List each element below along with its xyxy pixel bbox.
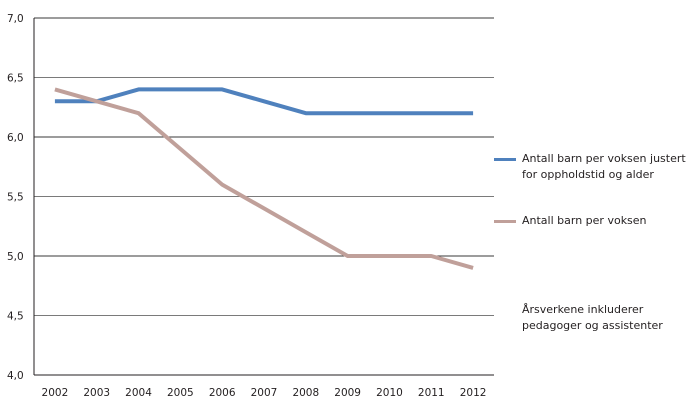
x-tick-label: 2002 [42, 387, 69, 399]
x-tick-label: 2010 [376, 387, 403, 399]
axes [33, 18, 494, 376]
y-tick-label: 6,5 [7, 73, 24, 85]
y-tick-label: 4,5 [7, 311, 24, 323]
x-tick-label: 2012 [460, 387, 487, 399]
y-tick-label: 5,0 [7, 251, 24, 263]
series-lines [54, 87, 474, 270]
gridlines [34, 17, 494, 316]
x-tick-label: 2004 [125, 387, 152, 399]
annotation-text: Årsverkene inkluderer pedagoger og assis… [522, 303, 663, 332]
x-tick-label: 2007 [251, 387, 278, 399]
y-tick-labels: 4,0 4,5 5,0 5,5 6,0 6,5 7,0 [7, 13, 24, 382]
y-tick-label: 6,0 [7, 132, 24, 144]
y-tick-label: 4,0 [7, 370, 24, 382]
legend-swatch-unadjusted [494, 220, 516, 223]
y-tick-label: 5,5 [7, 192, 24, 204]
series-line-1 [54, 87, 474, 270]
x-tick-label: 2009 [334, 387, 361, 399]
x-tick-label: 2003 [83, 387, 110, 399]
x-tick-label: 2006 [209, 387, 236, 399]
x-tick-label: 2005 [167, 387, 194, 399]
x-tick-label: 2011 [418, 387, 445, 399]
x-tick-label: 2008 [292, 387, 319, 399]
legend-label-unadjusted: Antall barn per voksen [522, 214, 647, 227]
y-tick-label: 7,0 [7, 13, 24, 25]
series-line-0 [54, 87, 474, 116]
x-tick-labels: 2002 2003 2004 2005 2006 2007 2008 2009 2010 2011… [42, 387, 487, 399]
legend-label-adjusted: Antall barn per voksen justert for oppho… [522, 152, 686, 181]
legend-swatch-adjusted [494, 158, 516, 161]
